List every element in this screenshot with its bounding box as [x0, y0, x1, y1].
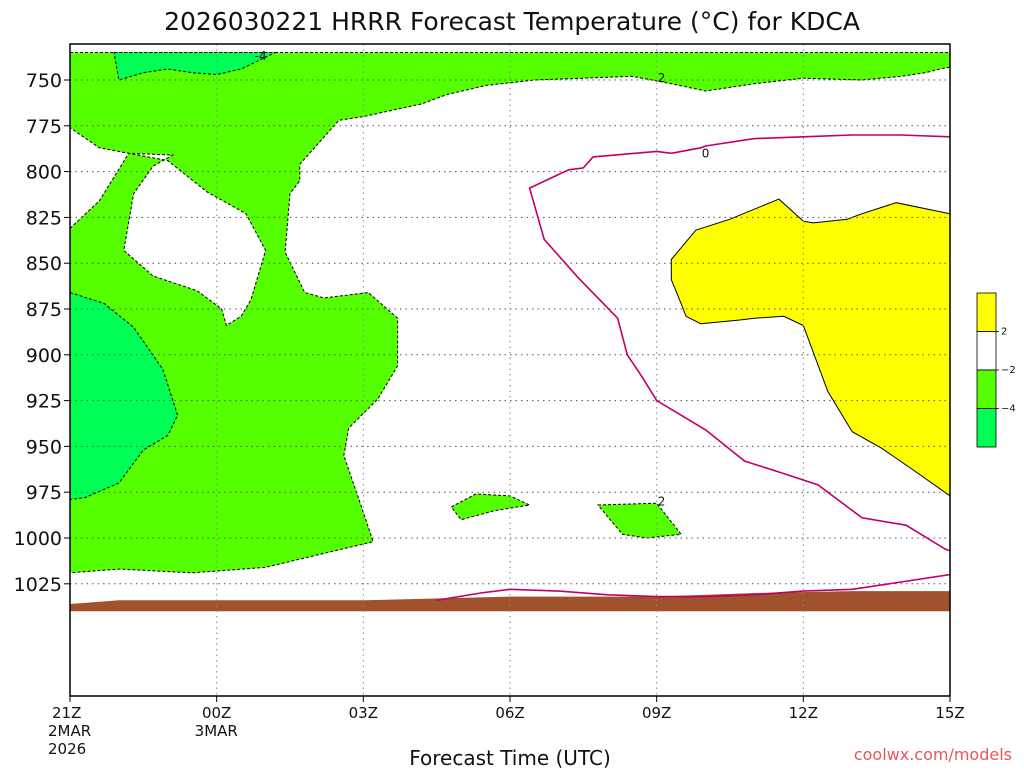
y-tick-label: 975 — [26, 482, 62, 504]
fill-le-2-lens-a — [450, 493, 532, 521]
contour-label: 2 — [658, 71, 666, 85]
contour-label: 2 — [658, 494, 666, 508]
y-tick-label: 1000 — [14, 528, 62, 550]
y-tick-label: 1025 — [14, 574, 62, 596]
colorbar: 2 −2 −4 — [976, 292, 1016, 448]
y-tick-label: 775 — [26, 116, 62, 138]
x-tick-label: 12Z — [789, 704, 818, 722]
fill-le-2-lens-b — [596, 502, 683, 539]
contour-labels: 0 2 2 -4 — [255, 49, 710, 508]
colorbar-swatch — [976, 292, 997, 332]
colorbar-swatch — [976, 369, 997, 409]
x-axis-label: Forecast Time (UTC) — [409, 746, 611, 768]
colorbar-label: −2 — [1001, 365, 1016, 376]
contour-0-1 — [436, 573, 950, 602]
colorbar-label: 2 — [1001, 327, 1007, 338]
x-tick-label: 00Z — [202, 704, 231, 722]
x-tick-label: 09Z — [642, 704, 671, 722]
colorbar-label: −4 — [1001, 404, 1016, 415]
fill-le-4-left — [70, 291, 179, 501]
colorbar-swatch — [976, 331, 997, 371]
y-tick-label: 900 — [26, 345, 62, 367]
fill-ge2 — [670, 198, 950, 497]
fill-le-4-top — [113, 52, 276, 81]
contour-label: 0 — [702, 146, 710, 160]
y-tick-label: 750 — [26, 70, 62, 92]
y-tick-label: 925 — [26, 391, 62, 413]
contour-label: -4 — [255, 49, 267, 63]
x-tick-sublabel: 3MAR — [195, 722, 238, 740]
x-tick-label: 21Z — [52, 704, 81, 722]
y-tick-label: 950 — [26, 436, 62, 458]
contour-0-0 — [528, 134, 950, 552]
x-tick-label: 15Z — [935, 704, 964, 722]
y-tick-label: 875 — [26, 299, 62, 321]
x-tick-year: 2026 — [48, 740, 86, 758]
y-axis: 750 775 800 825 850 875 900 925 950 975 1000 1025 — [14, 70, 70, 596]
contour-lines — [436, 134, 950, 602]
chart-title: 2026030221 HRRR Forecast Temperature (°C… — [164, 7, 860, 36]
y-tick-label: 850 — [26, 253, 62, 275]
credit-text[interactable]: coolwx.com/models — [854, 745, 1012, 764]
colorbar-swatch — [976, 408, 997, 448]
fill-le-2-upper — [70, 52, 950, 574]
x-tick-label: 03Z — [349, 704, 378, 722]
y-tick-label: 825 — [26, 207, 62, 229]
y-tick-label: 800 — [26, 162, 62, 184]
x-tick-label: 06Z — [495, 704, 524, 722]
x-tick-sublabel: 2MAR — [48, 722, 91, 740]
